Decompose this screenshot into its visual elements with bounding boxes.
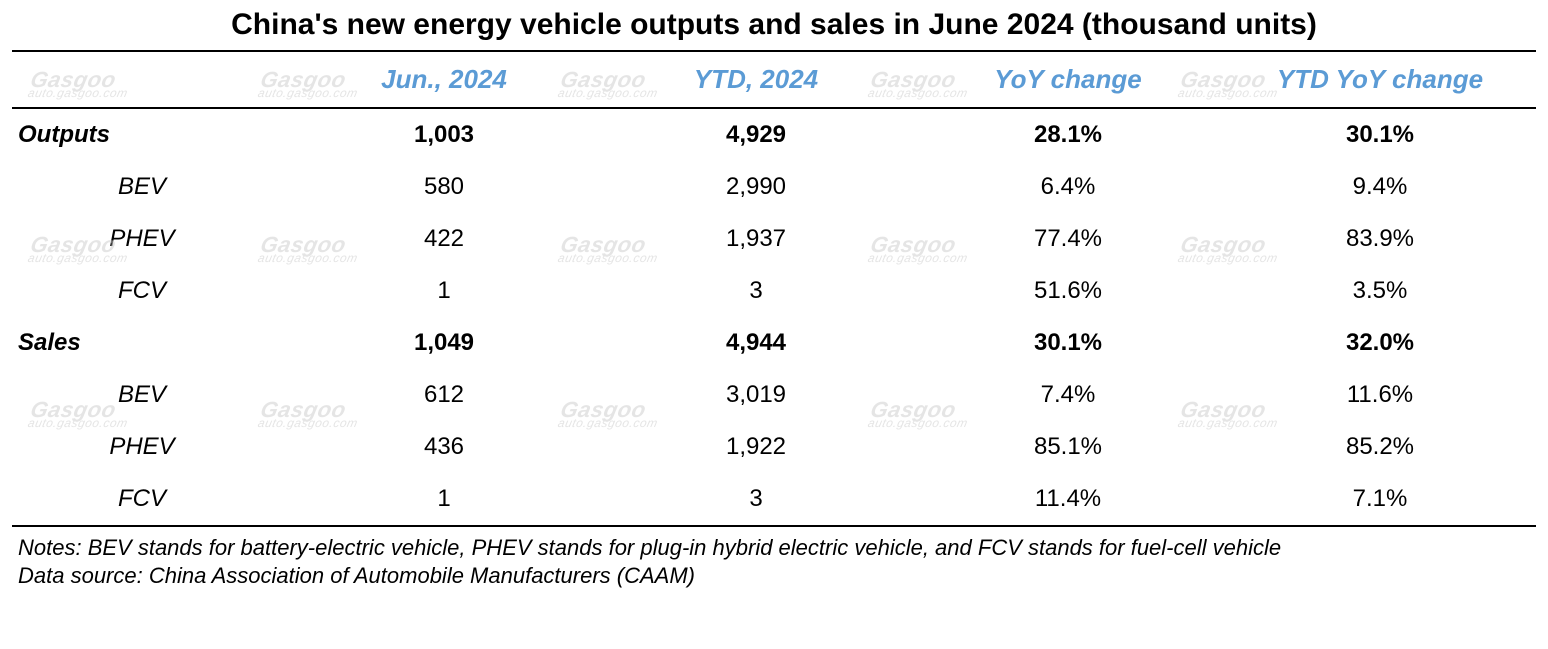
cell-spacer <box>272 161 288 213</box>
col-header-yoy: YoY change <box>912 52 1224 108</box>
nev-data-table: Jun., 2024 YTD, 2024 YoY change YTD YoY … <box>12 52 1536 527</box>
cell: 32.0% <box>1224 317 1536 369</box>
row-label: BEV <box>12 161 272 213</box>
cell: 11.4% <box>912 473 1224 526</box>
nev-table-container: Gasgooauto.gasgoo.com Gasgooauto.gasgoo.… <box>0 0 1548 589</box>
row-outputs-phev: PHEV 422 1,937 77.4% 83.9% <box>12 213 1536 265</box>
cell: 580 <box>288 161 600 213</box>
col-header-ytd: YTD, 2024 <box>600 52 912 108</box>
cell: 4,929 <box>600 108 912 161</box>
row-outputs-bev: BEV 580 2,990 6.4% 9.4% <box>12 161 1536 213</box>
header-row: Jun., 2024 YTD, 2024 YoY change YTD YoY … <box>12 52 1536 108</box>
cell: 6.4% <box>912 161 1224 213</box>
cell: 612 <box>288 369 600 421</box>
row-label: PHEV <box>12 421 272 473</box>
row-label: FCV <box>12 265 272 317</box>
cell: 11.6% <box>1224 369 1536 421</box>
cell: 422 <box>288 213 600 265</box>
cell-spacer <box>272 108 288 161</box>
cell: 30.1% <box>1224 108 1536 161</box>
col-header-ytd-yoy: YTD YoY change <box>1224 52 1536 108</box>
cell: 1,049 <box>288 317 600 369</box>
cell: 2,990 <box>600 161 912 213</box>
cell: 3 <box>600 473 912 526</box>
cell-spacer <box>272 473 288 526</box>
cell: 1,937 <box>600 213 912 265</box>
cell-spacer <box>272 213 288 265</box>
cell-spacer <box>272 265 288 317</box>
footnote-source: Data source: China Association of Automo… <box>18 563 1530 589</box>
row-label: FCV <box>12 473 272 526</box>
header-blank <box>12 52 272 108</box>
table-title: China's new energy vehicle outputs and s… <box>12 0 1536 52</box>
row-outputs-fcv: FCV 1 3 51.6% 3.5% <box>12 265 1536 317</box>
cell: 85.2% <box>1224 421 1536 473</box>
cell: 28.1% <box>912 108 1224 161</box>
cell: 3.5% <box>1224 265 1536 317</box>
row-label-sales: Sales <box>12 317 272 369</box>
cell: 1 <box>288 265 600 317</box>
row-label: BEV <box>12 369 272 421</box>
cell-spacer <box>272 421 288 473</box>
cell: 51.6% <box>912 265 1224 317</box>
col-header-jun: Jun., 2024 <box>288 52 600 108</box>
cell-spacer <box>272 317 288 369</box>
footnote-definitions: Notes: BEV stands for battery-electric v… <box>18 535 1530 561</box>
table-footer: Notes: BEV stands for battery-electric v… <box>12 527 1536 589</box>
cell: 1,003 <box>288 108 600 161</box>
cell: 4,944 <box>600 317 912 369</box>
cell: 1,922 <box>600 421 912 473</box>
cell: 436 <box>288 421 600 473</box>
cell: 9.4% <box>1224 161 1536 213</box>
cell: 7.1% <box>1224 473 1536 526</box>
header-spacer <box>272 52 288 108</box>
cell: 1 <box>288 473 600 526</box>
cell: 85.1% <box>912 421 1224 473</box>
cell: 3,019 <box>600 369 912 421</box>
row-label-outputs: Outputs <box>12 108 272 161</box>
row-label: PHEV <box>12 213 272 265</box>
row-sales-fcv: FCV 1 3 11.4% 7.1% <box>12 473 1536 526</box>
row-outputs: Outputs 1,003 4,929 28.1% 30.1% <box>12 108 1536 161</box>
row-sales-phev: PHEV 436 1,922 85.1% 85.2% <box>12 421 1536 473</box>
row-sales-bev: BEV 612 3,019 7.4% 11.6% <box>12 369 1536 421</box>
cell: 30.1% <box>912 317 1224 369</box>
cell: 83.9% <box>1224 213 1536 265</box>
cell: 3 <box>600 265 912 317</box>
cell: 7.4% <box>912 369 1224 421</box>
row-sales: Sales 1,049 4,944 30.1% 32.0% <box>12 317 1536 369</box>
cell: 77.4% <box>912 213 1224 265</box>
cell-spacer <box>272 369 288 421</box>
